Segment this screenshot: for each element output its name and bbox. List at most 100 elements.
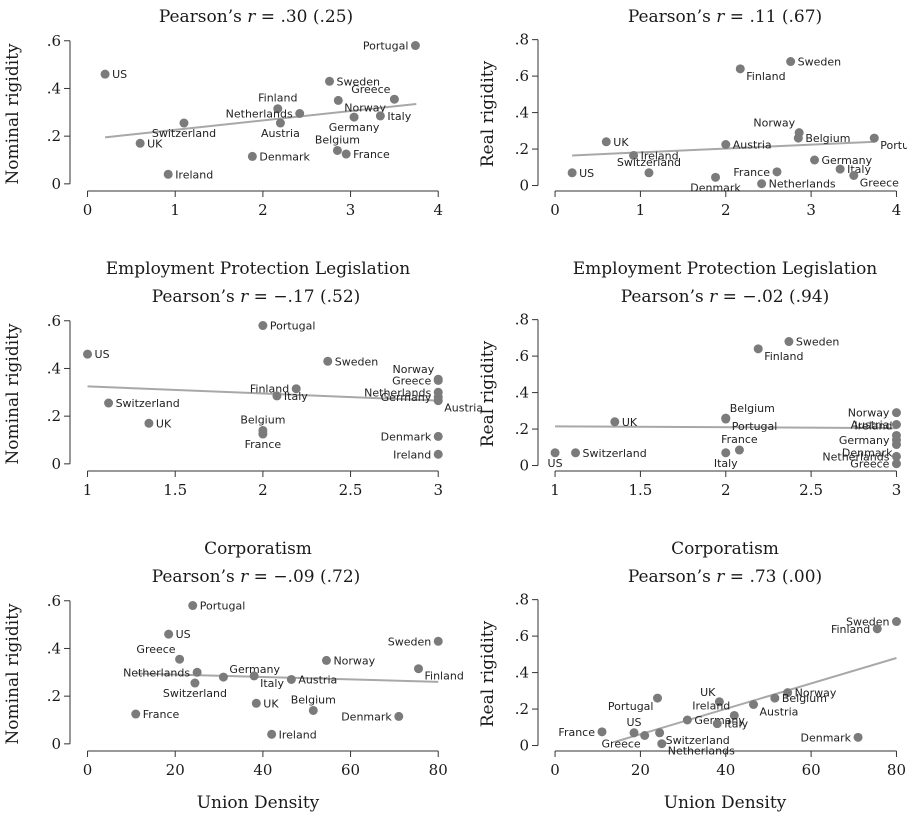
point-label: Ireland xyxy=(641,149,679,162)
x-axis-label: Corporatism xyxy=(204,539,312,559)
y-tick-label: 0 xyxy=(519,457,529,475)
data-point xyxy=(163,169,173,179)
data-point xyxy=(734,445,744,455)
data-point xyxy=(853,732,863,742)
data-point xyxy=(640,731,650,740)
data-point xyxy=(433,375,443,385)
y-tick-label: 0 xyxy=(519,737,529,755)
data-point xyxy=(835,164,845,174)
point-label: Greece xyxy=(860,177,899,190)
data-point xyxy=(179,118,189,128)
x-tick-label: 3 xyxy=(892,481,902,499)
chart-title: Pearson’s r = .73 (.00) xyxy=(628,567,822,587)
y-axis-label: Real rigidity xyxy=(478,620,498,727)
point-label: Norway xyxy=(344,101,386,114)
data-point xyxy=(891,420,901,429)
data-point xyxy=(729,710,739,720)
data-point xyxy=(749,700,759,709)
data-point xyxy=(757,179,767,189)
chart-title: Pearson’s r = −.17 (.52) xyxy=(152,287,361,307)
point-label: Austria xyxy=(298,673,337,686)
x-tick-label: 40 xyxy=(716,761,735,779)
data-point xyxy=(891,408,901,418)
point-label: Italy xyxy=(387,110,411,123)
chart-title: Pearson’s r = .11 (.67) xyxy=(628,7,822,27)
data-point xyxy=(712,719,722,729)
point-label: Sweden xyxy=(798,56,841,69)
x-tick-label: 20 xyxy=(166,761,185,779)
point-label: Denmark xyxy=(842,447,893,460)
data-point xyxy=(783,688,793,698)
point-label: Norway xyxy=(848,407,890,420)
point-label: UK xyxy=(700,686,716,699)
data-point xyxy=(891,459,901,469)
data-point xyxy=(433,636,443,646)
fit-line xyxy=(614,657,897,743)
x-tick-label: 2 xyxy=(721,481,731,499)
data-point xyxy=(652,693,662,703)
data-point xyxy=(349,112,359,122)
point-label: Netherlands xyxy=(364,386,431,399)
point-label: Switzerland xyxy=(152,127,216,140)
point-label: US xyxy=(112,68,127,81)
data-point xyxy=(190,678,200,688)
point-label: Austria xyxy=(760,706,799,719)
data-point xyxy=(286,674,296,684)
data-point xyxy=(433,396,443,406)
y-tick-label: .6 xyxy=(515,347,529,365)
data-point xyxy=(218,672,228,682)
data-point xyxy=(793,133,803,143)
point-label: UK xyxy=(263,697,279,710)
point-label: Finland xyxy=(746,70,785,83)
point-label: US xyxy=(95,348,110,361)
data-point xyxy=(325,76,335,86)
data-point xyxy=(410,41,420,51)
data-point xyxy=(571,448,581,458)
point-label: Portugal xyxy=(608,700,654,713)
y-axis-label: Real rigidity xyxy=(478,340,498,447)
x-tick-label: 80 xyxy=(887,761,906,779)
x-tick-label: 4 xyxy=(433,201,443,219)
point-label: Switzerland xyxy=(617,156,681,169)
data-point xyxy=(291,384,301,394)
y-tick-label: .2 xyxy=(47,687,61,705)
y-tick-label: .6 xyxy=(47,312,61,330)
chart-title: Pearson’s r = −.09 (.72) xyxy=(152,567,361,587)
point-label: France xyxy=(733,166,770,179)
point-label: Belgium xyxy=(730,402,775,415)
point-label: Norway xyxy=(333,654,375,667)
data-point xyxy=(657,739,667,749)
data-point xyxy=(721,140,731,149)
y-tick-label: 0 xyxy=(519,177,529,195)
x-tick-label: 1 xyxy=(170,201,180,219)
data-point xyxy=(258,321,268,331)
fit-line xyxy=(555,425,897,430)
point-label: France xyxy=(721,433,758,446)
data-point xyxy=(721,448,731,458)
chart-panel-2: Pearson’s r = .11 (.67) 0 1 2 3 4 0 .2 .4 .6 .8 Emp… xyxy=(478,7,907,279)
point-label: Austria xyxy=(261,127,300,140)
y-tick-label: .2 xyxy=(47,407,61,425)
point-label: Germany xyxy=(229,663,280,676)
point-label: Germany xyxy=(822,154,873,167)
point-label: Switzerland xyxy=(163,687,227,700)
y-tick-label: .2 xyxy=(515,700,529,718)
point-label: Norway xyxy=(753,117,795,130)
y-tick-label: .4 xyxy=(47,79,61,97)
point-label: US xyxy=(579,167,594,180)
data-point xyxy=(891,617,901,627)
data-point xyxy=(333,95,343,105)
chart-panel-6: Pearson’s r = .73 (.00) 0 20 40 60 80 0 .2 .4 .6.… xyxy=(478,567,906,813)
point-label: UK xyxy=(156,417,172,430)
y-axis-label: Nominal rigidity xyxy=(3,603,23,745)
x-tick-label: 1.5 xyxy=(163,481,187,499)
point-label: Finland xyxy=(425,670,464,683)
data-point xyxy=(682,715,692,725)
data-point xyxy=(711,172,721,182)
point-label: Italy xyxy=(714,457,738,470)
x-tick-label: 60 xyxy=(341,761,360,779)
x-axis-label: Employment Protection Legislation xyxy=(573,259,878,279)
chart-panel-1: Pearson’s r = .30 (.25) 0 1 2 3 4 0 .2 .4 .6 Emplo… xyxy=(3,7,443,279)
y-tick-label: .4 xyxy=(515,664,529,682)
data-point xyxy=(164,629,174,639)
